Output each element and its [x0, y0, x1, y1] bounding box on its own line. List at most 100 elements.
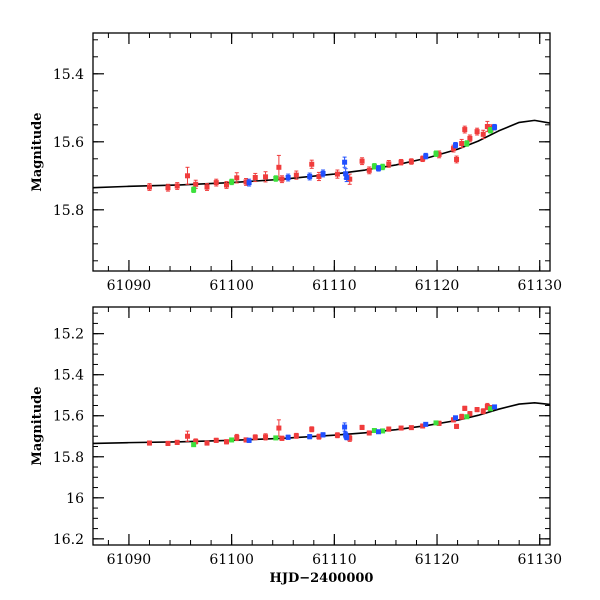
green-data-point: [487, 406, 493, 412]
x-tick-label: 61090: [107, 552, 152, 568]
red-data-point: [386, 426, 392, 432]
red-data-point: [234, 175, 240, 181]
bottom-panel: 61090 61100 61110 61120 61130 15.2 15.4 15.6 15.…: [30, 306, 562, 586]
blue-data-point: [246, 180, 252, 186]
red-data-point: [204, 440, 210, 446]
red-data-point: [279, 435, 285, 441]
green-data-point: [380, 164, 386, 170]
red-data-point: [193, 438, 199, 444]
red-data-point: [366, 430, 372, 436]
x-axis-label: HJD−2400000: [270, 571, 374, 586]
blue-data-point: [492, 124, 498, 130]
red-data-point: [234, 434, 240, 440]
blue-data-point: [285, 434, 291, 440]
red-data-point: [386, 161, 392, 167]
red-data-point: [334, 432, 340, 438]
red-data-point: [252, 434, 258, 440]
red-data-point: [293, 433, 299, 439]
red-data-point: [408, 159, 414, 165]
red-data-point: [165, 440, 171, 446]
green-data-point: [380, 428, 386, 434]
red-data-point: [450, 146, 456, 152]
red-data-point: [480, 131, 486, 137]
blue-data-point: [423, 421, 429, 427]
red-data-point: [459, 414, 465, 420]
red-data-point: [420, 423, 426, 429]
top-panel-frame: [92, 32, 551, 272]
red-data-point: [480, 408, 486, 414]
red-data-point: [316, 434, 322, 440]
blue-data-point: [453, 142, 459, 148]
red-data-point: [462, 127, 468, 133]
red-data-point: [243, 179, 249, 185]
red-data-point: [193, 181, 199, 187]
red-data-point: [146, 440, 152, 446]
red-data-point: [184, 173, 190, 179]
top-y-axis-label: Magnitude: [30, 112, 45, 191]
blue-data-point: [285, 175, 291, 180]
red-data-point: [316, 173, 322, 179]
green-data-point: [464, 141, 470, 146]
red-data-point: [243, 437, 249, 443]
y-tick-label: 16: [66, 491, 84, 507]
y-tick-label: 15.2: [53, 327, 84, 343]
red-data-point: [398, 425, 404, 431]
red-data-point: [408, 425, 414, 431]
red-data-point: [213, 437, 219, 443]
y-tick-label: 15.6: [53, 135, 84, 151]
red-data-point: [436, 151, 442, 157]
x-tick-label: 61130: [517, 278, 562, 294]
y-tick-label: 15.4: [53, 368, 84, 384]
red-data-point: [146, 184, 152, 190]
red-data-point: [204, 184, 210, 190]
green-data-point: [371, 428, 377, 434]
blue-data-point: [307, 173, 313, 179]
red-data-point: [484, 124, 490, 129]
red-data-point: [454, 423, 460, 429]
y-tick-label: 15.8: [53, 203, 84, 219]
green-data-point: [487, 127, 493, 133]
red-data-point: [347, 435, 353, 441]
green-data-point: [191, 187, 197, 193]
red-data-point: [276, 425, 282, 431]
red-data-point: [309, 161, 315, 167]
red-data-point: [467, 411, 473, 417]
x-tick-label: 61110: [312, 278, 357, 294]
red-data-point: [165, 185, 171, 191]
red-data-point: [184, 433, 190, 439]
green-data-point: [229, 179, 235, 185]
green-data-point: [229, 437, 235, 443]
blue-data-point: [320, 432, 326, 438]
red-data-point: [454, 156, 460, 162]
blue-data-point: [423, 153, 429, 159]
bottom-y-axis-label: Magnitude: [30, 386, 45, 465]
blue-data-point: [344, 434, 350, 440]
blue-data-point: [342, 159, 348, 165]
blue-data-point: [307, 434, 313, 440]
top-panel: 61090 61100 61110 61120 61130 15.4 15.6 15.8 Ma…: [30, 32, 562, 294]
blue-data-point: [375, 165, 381, 171]
red-data-point: [213, 180, 219, 186]
red-data-point: [174, 439, 180, 445]
green-data-point: [273, 435, 279, 441]
y-tick-label: 15.6: [53, 409, 84, 425]
red-data-point: [359, 424, 365, 430]
x-tick-label: 61120: [415, 278, 460, 294]
red-data-point: [174, 183, 180, 189]
green-data-point: [433, 151, 439, 157]
green-data-point: [433, 420, 439, 426]
red-data-point: [334, 171, 340, 177]
green-data-point: [191, 442, 197, 448]
x-tick-label: 61130: [517, 552, 562, 568]
red-data-point: [293, 172, 299, 178]
blue-data-point: [344, 175, 350, 180]
x-tick-label: 61100: [209, 552, 254, 568]
red-data-point: [474, 407, 480, 413]
red-data-point: [484, 404, 490, 410]
red-data-point: [459, 141, 465, 146]
y-tick-label: 15.4: [53, 67, 84, 83]
blue-data-point: [375, 429, 381, 435]
x-tick-label: 61090: [107, 278, 152, 294]
red-data-point: [309, 426, 315, 432]
